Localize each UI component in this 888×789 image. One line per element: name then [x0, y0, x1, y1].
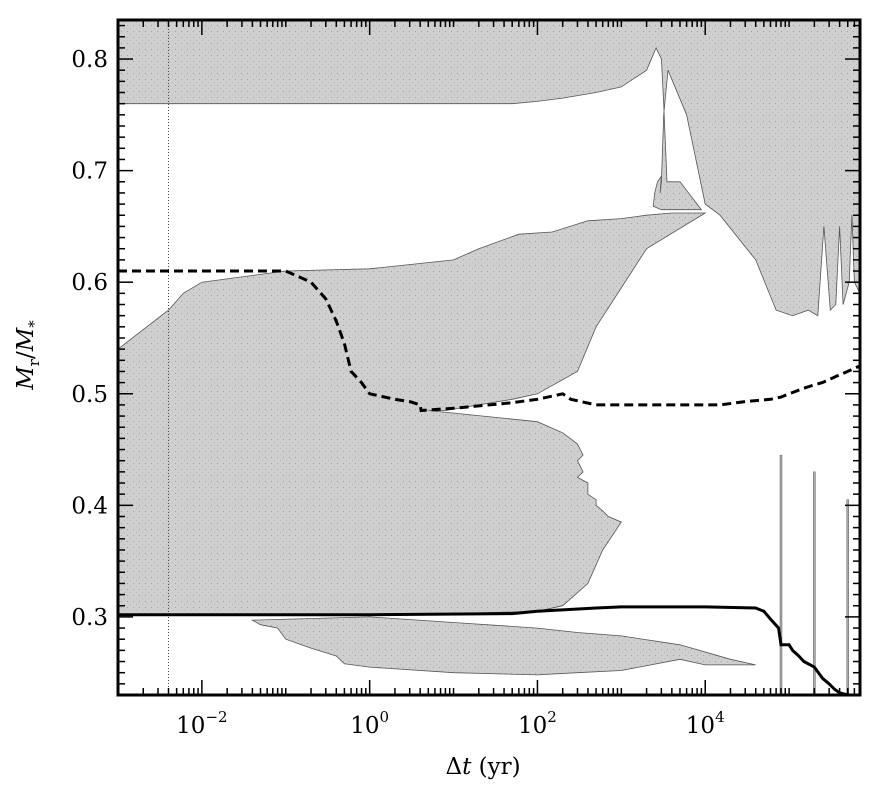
x-ticks: 10−2 100 102 104 — [117, 20, 861, 739]
y-tick-label: 0.6 — [71, 270, 108, 296]
spike-3 — [846, 499, 849, 696]
shaded-regions — [118, 20, 860, 676]
dashed-line — [118, 269, 860, 413]
y-tick-label: 0.3 — [71, 605, 108, 631]
x-tick-label: 104 — [686, 708, 725, 739]
solid-line — [118, 605, 849, 695]
x-tick-label: 100 — [350, 708, 389, 739]
spikes-group — [779, 454, 849, 696]
spike-2 — [813, 471, 816, 696]
spike-1 — [779, 454, 783, 696]
y-axis-title: Mr/M* — [13, 320, 43, 391]
region-main — [118, 212, 707, 616]
y-tick-label: 0.8 — [71, 47, 108, 73]
y-tick-label: 0.7 — [71, 159, 108, 185]
x-axis-title: Δt (yr) — [445, 754, 520, 780]
plot-frame — [116, 18, 862, 697]
region-lower — [250, 616, 756, 676]
x-tick-label: 102 — [518, 708, 557, 739]
curves-group — [118, 269, 860, 695]
y-ticks: 0.3 0.4 0.5 0.6 0.7 0.8 — [71, 24, 860, 696]
region-upper — [118, 20, 860, 317]
x-tick-label: 10−2 — [176, 708, 227, 739]
y-tick-label: 0.4 — [71, 493, 108, 519]
y-tick-label: 0.5 — [71, 382, 108, 408]
